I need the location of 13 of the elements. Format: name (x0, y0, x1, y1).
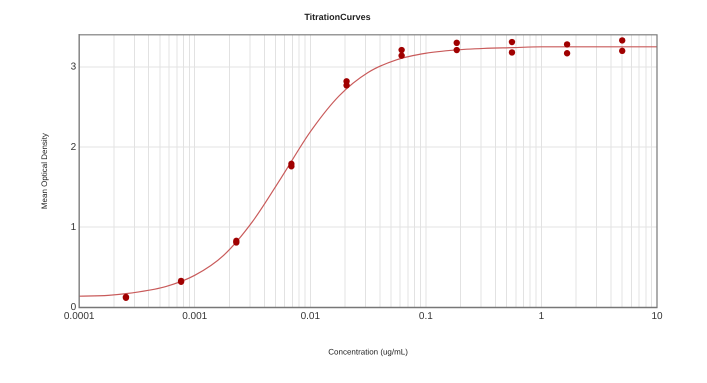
x-tick-label: 0.001 (182, 311, 208, 322)
chart-title: TitrationCurves (304, 12, 371, 22)
y-tick-label: 3 (70, 62, 77, 73)
y-tick-label: 0 (70, 302, 77, 314)
x-axis-title: Concentration (ug/mL) (328, 347, 408, 356)
x-tick-label: 10 (651, 311, 663, 322)
x-tick-label: 0.0001 (64, 311, 95, 322)
y-tick-label: 1 (70, 222, 77, 233)
x-tick-label: 0.1 (418, 311, 434, 322)
x-tick-label: 0.01 (300, 311, 320, 322)
x-tick-label: 1 (538, 311, 545, 322)
y-axis-title: Mean Optical Density (40, 133, 50, 210)
y-tick-label: 2 (70, 142, 77, 153)
